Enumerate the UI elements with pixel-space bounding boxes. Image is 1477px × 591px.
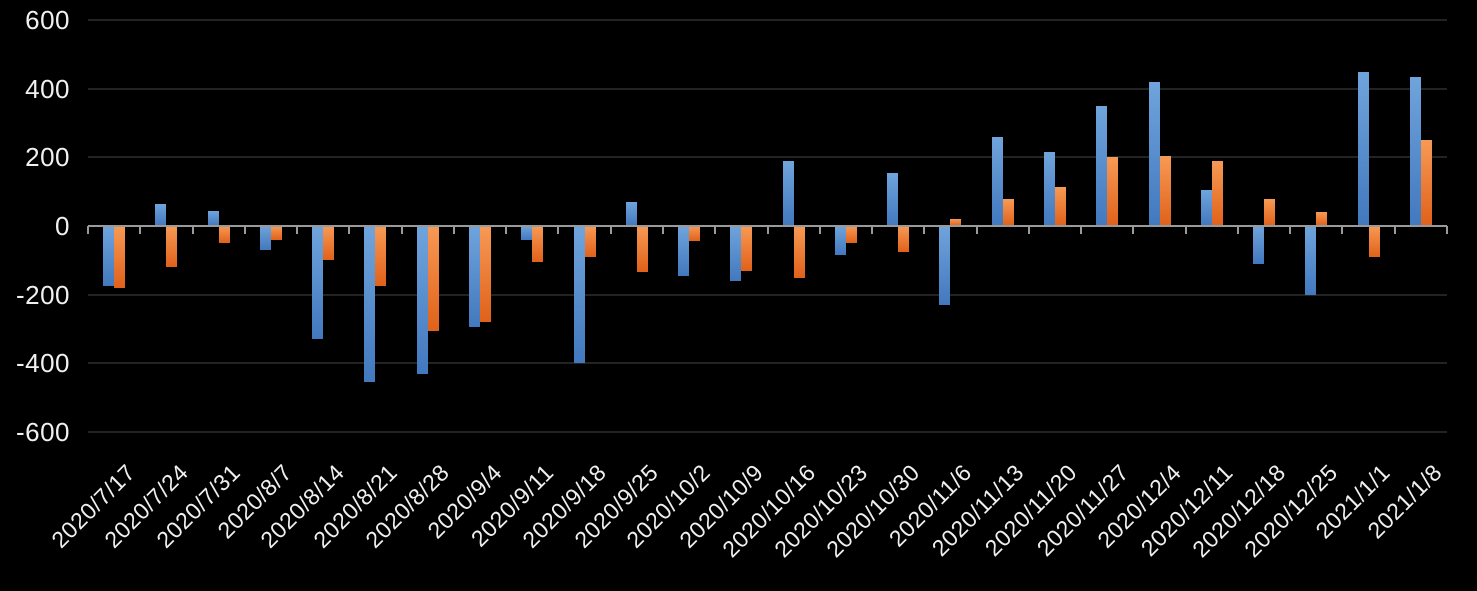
bar-series-orange-2020/11/20	[1054, 186, 1066, 226]
bar-series-orange-2020/8/7	[270, 226, 282, 240]
bar-series-blue-2020/8/21	[364, 226, 376, 383]
bar-series-blue-2020/10/30	[887, 172, 899, 226]
category-tick	[1393, 226, 1396, 234]
bar-series-orange-2020/10/2	[689, 226, 701, 242]
category-tick	[975, 226, 978, 234]
bar-series-blue-2020/8/14	[312, 226, 324, 340]
category-tick	[505, 226, 508, 234]
bar-series-orange-2020/11/13	[1002, 198, 1014, 226]
category-tick	[1289, 226, 1292, 234]
y-axis-tick-label: 200	[25, 142, 70, 173]
bar-series-blue-2020/7/24	[155, 203, 167, 226]
bar-series-orange-2021/1/8	[1420, 140, 1432, 226]
category-tick	[818, 226, 821, 234]
category-tick	[1027, 226, 1030, 234]
bar-series-orange-2020/7/31	[218, 226, 230, 244]
y-axis-tick-label: -600	[15, 417, 70, 447]
category-tick	[348, 226, 351, 234]
gridline-y--400	[88, 362, 1447, 365]
bar-series-blue-2020/12/25	[1305, 226, 1317, 295]
bar-series-orange-2020/8/14	[323, 226, 335, 261]
bar-series-orange-2020/12/18	[1264, 198, 1276, 226]
bar-series-blue-2020/11/27	[1096, 105, 1108, 226]
bar-series-orange-2020/11/6	[950, 219, 962, 226]
bar-series-blue-2020/9/25	[625, 201, 637, 226]
gridline-y-200	[88, 156, 1447, 159]
category-tick	[714, 226, 717, 234]
category-tick	[1341, 226, 1344, 234]
bar-series-blue-2020/11/13	[991, 136, 1003, 226]
gridline-y-600	[88, 19, 1447, 21]
y-axis-tick-label: 400	[25, 73, 70, 104]
bar-series-orange-2020/8/21	[375, 226, 387, 287]
bar-series-orange-2020/10/23	[845, 226, 857, 244]
category-tick	[1446, 226, 1448, 234]
y-axis-tick-label: 0	[55, 211, 70, 241]
bar-series-orange-2020/12/11	[1211, 160, 1223, 226]
bar-series-blue-2020/9/18	[573, 226, 585, 364]
bar-series-blue-2020/12/4	[1148, 81, 1160, 226]
category-tick	[1080, 226, 1083, 234]
bar-series-blue-2020/11/6	[939, 226, 951, 305]
category-tick	[191, 226, 194, 234]
bar-series-blue-2020/10/23	[834, 226, 846, 256]
y-axis-tick-label: -400	[15, 348, 70, 379]
bar-series-blue-2020/12/11	[1200, 189, 1212, 226]
bar-series-orange-2020/10/30	[898, 226, 910, 252]
bar-series-blue-2020/8/7	[259, 226, 271, 251]
category-tick	[557, 226, 560, 234]
category-tick	[400, 226, 403, 234]
bar-series-blue-2020/7/31	[207, 210, 219, 226]
category-tick	[1236, 226, 1239, 234]
bar-series-blue-2020/12/18	[1253, 226, 1265, 264]
y-axis-tick-label: -200	[15, 279, 70, 310]
bar-series-blue-2021/1/8	[1409, 76, 1421, 226]
bar-series-orange-2021/1/1	[1368, 226, 1380, 257]
bar-series-orange-2020/7/24	[166, 226, 178, 268]
bar-series-blue-2020/9/4	[469, 226, 481, 328]
category-tick	[923, 226, 926, 234]
category-tick	[87, 226, 89, 234]
gridline-y--600	[88, 431, 1447, 433]
category-tick	[871, 226, 874, 234]
bar-series-blue-2020/11/20	[1043, 152, 1055, 226]
category-tick	[452, 226, 455, 234]
gridline-y-400	[88, 87, 1447, 90]
bar-series-orange-2020/9/11	[532, 226, 544, 263]
bar-series-orange-2020/11/27	[1107, 157, 1119, 226]
bar-series-orange-2020/8/28	[427, 226, 439, 331]
y-axis-tick-label: 600	[25, 5, 70, 35]
bar-series-orange-2020/10/9	[741, 226, 753, 271]
bar-series-blue-2020/10/9	[730, 226, 742, 281]
bar-series-blue-2020/9/11	[521, 226, 533, 240]
gridline-y--200	[88, 293, 1447, 296]
category-tick	[296, 226, 299, 234]
bar-series-blue-2020/7/17	[103, 226, 115, 287]
bar-series-orange-2020/12/25	[1316, 212, 1328, 226]
category-tick	[1184, 226, 1187, 234]
bar-series-orange-2020/9/4	[480, 226, 492, 323]
category-tick	[139, 226, 142, 234]
bar-series-blue-2020/8/28	[416, 226, 428, 374]
bar-series-blue-2020/10/16	[782, 160, 794, 226]
category-tick	[661, 226, 664, 234]
bar-series-blue-2021/1/1	[1357, 71, 1369, 226]
bar-series-orange-2020/9/25	[636, 226, 648, 273]
bar-series-orange-2020/7/17	[114, 226, 126, 288]
bar-series-orange-2020/10/16	[793, 226, 805, 278]
category-tick	[243, 226, 246, 234]
bar-series-orange-2020/9/18	[584, 226, 596, 257]
category-tick	[1132, 226, 1135, 234]
category-tick	[609, 226, 612, 234]
bar-series-blue-2020/10/2	[678, 226, 690, 276]
category-tick	[766, 226, 769, 234]
bar-series-orange-2020/12/4	[1159, 155, 1171, 226]
